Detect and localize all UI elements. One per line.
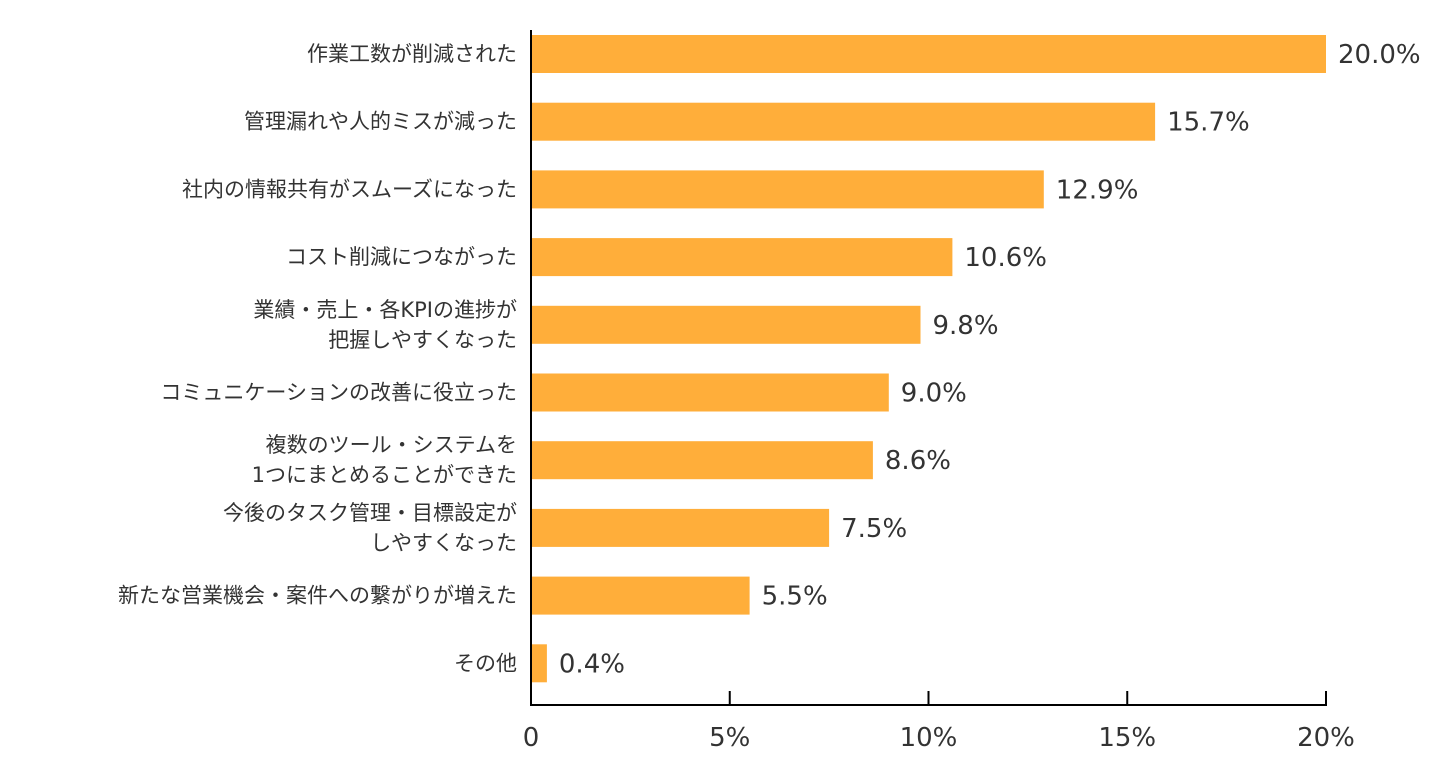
category-label-6-line-1: 1つにまとめることができた	[252, 463, 517, 487]
category-label-2: 社内の情報共有がスムーズになった	[182, 177, 517, 201]
bars-group	[531, 35, 1326, 683]
bar-1	[531, 102, 1156, 141]
category-label-7-line-1: しやすくなった	[370, 531, 517, 555]
value-label-4: 9.8%	[933, 311, 999, 341]
bar-3	[531, 238, 953, 277]
x-tick-label-0: 0	[523, 723, 540, 753]
x-tick-label-3: 15%	[1098, 723, 1156, 753]
category-label-4-line-0: 業績・売上・各KPIの進捗が	[253, 298, 517, 322]
category-label-8: 新たな営業機会・案件への繋がりが増えた	[118, 584, 517, 608]
x-tick-label-1: 5%	[709, 723, 750, 753]
bar-4	[531, 305, 921, 344]
category-label-0: 作業工数が削減された	[307, 42, 517, 66]
value-label-1: 15.7%	[1167, 108, 1250, 138]
bar-7	[531, 508, 830, 547]
value-label-0: 20.0%	[1338, 40, 1421, 70]
category-label-1: 管理漏れや人的ミスが減った	[244, 110, 517, 134]
bar-5	[531, 373, 889, 412]
category-labels-group: 作業工数が削減された管理漏れや人的ミスが減った社内の情報共有がスムーズになったコ…	[118, 42, 517, 675]
category-label-7-line-0: 今後のタスク管理・目標設定が	[223, 501, 517, 525]
bar-0	[531, 35, 1326, 73]
category-label-4-line-1: 把握しやすくなった	[328, 328, 517, 352]
value-label-8: 5.5%	[762, 582, 828, 612]
value-label-9: 0.4%	[559, 649, 625, 679]
category-label-6-line-0: 複数のツール・システムを	[266, 433, 517, 457]
value-label-2: 12.9%	[1056, 175, 1139, 205]
category-label-9: その他	[454, 651, 517, 675]
value-label-3: 10.6%	[964, 243, 1047, 273]
value-label-6: 8.6%	[885, 446, 951, 476]
axes-group: 0 5% 10% 15% 20%	[523, 30, 1355, 753]
value-label-5: 9.0%	[901, 379, 967, 409]
x-tick-label-4: 20%	[1297, 723, 1355, 753]
bar-2	[531, 170, 1044, 209]
bar-8	[531, 576, 750, 615]
bar-9	[531, 644, 547, 683]
category-label-5: コミュニケーションの改善に役立った	[160, 381, 517, 405]
value-label-7: 7.5%	[841, 514, 907, 544]
x-tick-label-2: 10%	[900, 723, 958, 753]
category-label-3: コスト削減につながった	[286, 245, 517, 269]
bar-6	[531, 441, 873, 480]
value-labels-group: 20.0% 15.7% 12.9% 10.6% 9.8% 9.0% 8.6% 7.5% 5.5%…	[559, 40, 1421, 679]
